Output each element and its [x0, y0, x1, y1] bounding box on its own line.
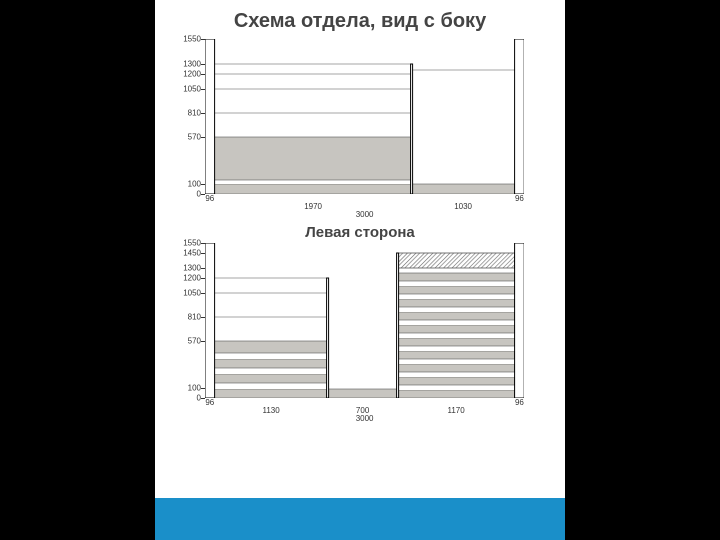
- footer-bar: [155, 498, 565, 540]
- x-dimension-label: 96: [205, 398, 214, 407]
- x-dimension-label: 96: [515, 194, 524, 203]
- page-title: Схема отдела, вид с боку: [155, 0, 565, 39]
- y-axis-label: 1550: [183, 35, 201, 44]
- right-elevation: 010057081010501200130014501550: [205, 243, 524, 398]
- y-axis-label: 1450: [183, 249, 201, 258]
- x-dimension-label: 1170: [447, 406, 464, 415]
- x-dimension-label: 3000: [356, 210, 374, 219]
- x-dimension-label: 96: [205, 194, 214, 203]
- x-dimension-label: 1030: [454, 202, 472, 211]
- y-axis-label: 1300: [183, 60, 201, 69]
- x-dimension-label: 1130: [262, 406, 279, 415]
- x-dimension-label: 1970: [304, 202, 322, 211]
- y-axis-label: 1300: [183, 264, 201, 273]
- left-diagram: 01005708101050120013001550 96 1970 1030 96 3…: [205, 39, 550, 218]
- left-dimensions: 96 1970 1030 96 3000: [205, 194, 550, 218]
- y-axis-label: 570: [188, 337, 201, 346]
- left-label: Левая сторона: [155, 218, 565, 243]
- y-axis-label: 1050: [183, 289, 201, 298]
- y-axis-label: 100: [188, 180, 201, 189]
- page: Схема отдела, вид с боку 010057081010501…: [155, 0, 565, 540]
- x-dimension-label: 3000: [356, 414, 374, 423]
- right-diagram: 010057081010501200130014501550 961130700…: [205, 243, 550, 422]
- left-elevation: 01005708101050120013001550: [205, 39, 524, 194]
- y-axis-label: 810: [188, 313, 201, 322]
- y-axis-label: 100: [188, 384, 201, 393]
- y-axis-label: 1200: [183, 274, 201, 283]
- y-axis-label: 1550: [183, 239, 201, 248]
- y-axis-label: 570: [188, 133, 201, 142]
- right-dimensions: 9611307001170963000: [205, 398, 550, 422]
- y-axis-label: 810: [188, 109, 201, 118]
- y-axis-label: 1050: [183, 85, 201, 94]
- y-axis-label: 1200: [183, 70, 201, 79]
- x-dimension-label: 96: [515, 398, 524, 407]
